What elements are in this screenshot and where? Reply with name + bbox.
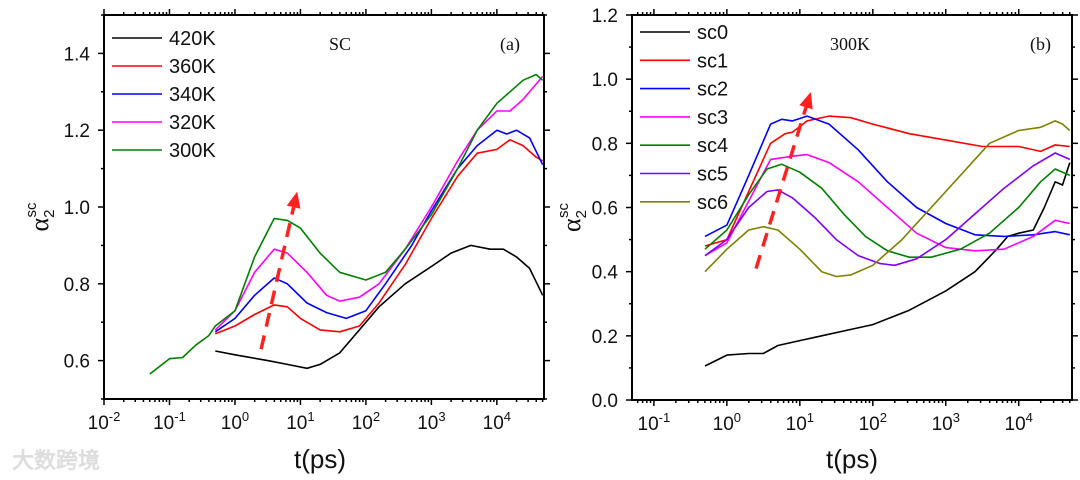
legend-label-320K: 320K — [169, 112, 216, 134]
y-tick-label: 0.8 — [592, 134, 618, 155]
legend-label-sc2: sc2 — [697, 79, 728, 101]
trend-arrow-shaft — [754, 106, 808, 269]
y-tick-label: 0.2 — [592, 327, 618, 348]
legend-label-sc3: sc3 — [697, 107, 728, 129]
legend-label-300K: 300K — [169, 140, 216, 162]
series-line-sc0 — [704, 162, 1071, 367]
y-tick-label: 0.8 — [64, 275, 90, 296]
x-tick-label: 104 — [1005, 410, 1033, 435]
y-tick-label: 0.6 — [64, 352, 90, 373]
series-line-sc3 — [704, 153, 1070, 257]
series-line-sc1 — [704, 115, 1070, 247]
series-line-sc5 — [704, 152, 1071, 267]
series-line-sc4 — [704, 163, 1071, 259]
panel-label: (a) — [500, 34, 520, 55]
panel-b-chart: 10-1 100 101 102 103 104 0.0 0.2 0.4 0.6 0.8 1.0 1.2… — [555, 6, 1078, 474]
x-tick-label: 10-1 — [153, 409, 186, 434]
x-tick-label: 102 — [352, 409, 380, 434]
x-tick-label: 102 — [859, 410, 887, 435]
x-tick-label: 101 — [286, 409, 314, 434]
trend-arrow-head — [799, 92, 813, 110]
legend-label-420K: 420K — [169, 28, 216, 50]
legend-label-sc0: sc0 — [697, 22, 728, 44]
x-tick-label: 103 — [932, 410, 960, 435]
y-tick-label: 1.0 — [64, 198, 90, 219]
x-tick-label: 104 — [483, 409, 511, 434]
watermark-logo: 大数跨境 — [12, 448, 100, 473]
series-line-340K — [214, 129, 544, 333]
y-tick-label: 1.2 — [592, 6, 618, 27]
x-tick-label: 103 — [417, 409, 445, 434]
series-line-sc6 — [704, 120, 1071, 278]
series-line-360K — [215, 139, 544, 335]
legend-label-sc1: sc1 — [697, 50, 728, 72]
x-tick-label: 100 — [221, 409, 249, 434]
y-tick-label: 1.0 — [592, 70, 618, 91]
series-line-300K — [149, 73, 544, 375]
x-tick-label: 101 — [786, 410, 814, 435]
legend-label-sc5: sc5 — [697, 164, 728, 186]
y-axis-title: α2sc — [555, 203, 590, 232]
panel-label: (b) — [1030, 34, 1051, 55]
x-axis-title: t(ps) — [826, 444, 878, 474]
y-tick-label: 1.4 — [64, 44, 91, 65]
trend-arrow-head — [286, 191, 301, 209]
condition-annotation: 300K — [830, 34, 870, 54]
y-axis-title: α2sc — [23, 202, 58, 231]
x-tick-label: 10-1 — [638, 410, 671, 435]
legend-label-360K: 360K — [169, 56, 216, 78]
series-line-sc2 — [704, 115, 1070, 238]
y-tick-label: 0.0 — [592, 391, 618, 412]
series-line-420K — [215, 244, 544, 370]
trend-arrow-shaft — [259, 206, 296, 350]
x-axis-title: t(ps) — [294, 444, 346, 474]
y-tick-label: 1.2 — [64, 121, 90, 142]
y-tick-label: 0.6 — [592, 199, 618, 220]
x-tick-label: 10-2 — [88, 409, 121, 434]
x-tick-label: 100 — [713, 410, 741, 435]
legend-label-sc4: sc4 — [697, 135, 728, 157]
legend-label-340K: 340K — [169, 84, 216, 106]
legend-label-sc6: sc6 — [697, 192, 728, 214]
series-line-320K — [214, 75, 544, 331]
panel-a-chart: 10-2 10-1 100 101 102 103 104 0.6 0.8 1.0 1.2 1.4 t(… — [23, 9, 550, 474]
y-tick-label: 0.4 — [592, 263, 619, 284]
condition-annotation: SC — [329, 34, 351, 54]
